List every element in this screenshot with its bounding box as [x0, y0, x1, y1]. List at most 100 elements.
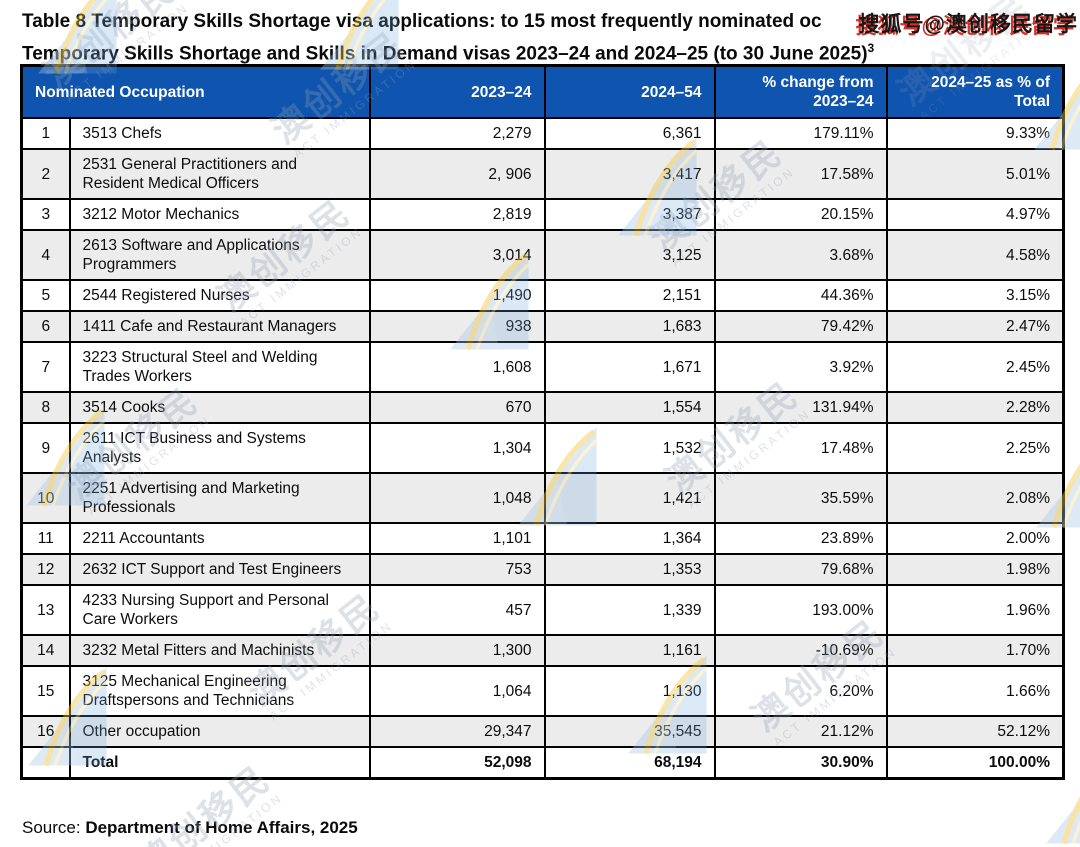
y2024-25-cell: 35,545 [543, 715, 716, 748]
rank-cell: 3 [20, 198, 71, 231]
rank-cell: 14 [20, 634, 71, 667]
occupation-cell: 3223 Structural Steel and Welding Trades… [68, 341, 371, 393]
y2024-25-cell: 3,387 [543, 198, 716, 231]
rank-cell: 13 [20, 584, 71, 636]
occupation-cell: 2544 Registered Nurses [68, 279, 371, 312]
pct-change-cell: 23.89% [713, 522, 888, 555]
table-row: 6 1411 Cafe and Restaurant Managers 938 … [20, 310, 1065, 343]
pct-of-total-cell: 2.08% [885, 472, 1065, 524]
rank-cell [20, 746, 71, 780]
table-row: 8 3514 Cooks 670 1,554 131.94% 2.28% [20, 391, 1065, 424]
occupation-cell: 4233 Nursing Support and Personal Care W… [68, 584, 371, 636]
y2024-25-cell: 1,683 [543, 310, 716, 343]
occupation-cell: Other occupation [68, 715, 371, 748]
y2023-24-cell: 1,300 [368, 634, 546, 667]
y2023-24-cell: 670 [368, 391, 546, 424]
pct-change-cell: 193.00% [713, 584, 888, 636]
pct-change-cell: 79.68% [713, 553, 888, 586]
rank-cell: 11 [20, 522, 71, 555]
rank-cell: 2 [20, 148, 71, 200]
pct-of-total-cell: 2.25% [885, 422, 1065, 474]
pct-change-cell: 131.94% [713, 391, 888, 424]
rank-cell: 7 [20, 341, 71, 393]
pct-of-total-cell: 3.15% [885, 279, 1065, 312]
source-line: Source: Department of Home Affairs, 2025 [22, 818, 358, 838]
rank-cell: 9 [20, 422, 71, 474]
occupation-cell: 2251 Advertising and Marketing Professio… [68, 472, 371, 524]
y2023-24-cell: 753 [368, 553, 546, 586]
table-row: 2 2531 General Practitioners and Residen… [20, 148, 1065, 200]
pct-change-cell: 21.12% [713, 715, 888, 748]
occupation-cell: 1411 Cafe and Restaurant Managers [68, 310, 371, 343]
table-title: Table 8 Temporary Skills Shortage visa a… [22, 9, 874, 67]
rank-cell: 10 [20, 472, 71, 524]
y2024-25-cell: 1,532 [543, 422, 716, 474]
pct-of-total-cell: 9.33% [885, 117, 1065, 150]
pct-of-total-cell: 4.58% [885, 229, 1065, 281]
y2023-24-cell: 1,048 [368, 472, 546, 524]
y2023-24-cell: 938 [368, 310, 546, 343]
y2023-24-cell: 29,347 [368, 715, 546, 748]
occupation-cell: 3513 Chefs [68, 117, 371, 150]
table-row: 9 2611 ICT Business and Systems Analysts… [20, 422, 1065, 474]
header-2024-54: 2024–54 [543, 64, 716, 119]
occupation-cell: 2632 ICT Support and Test Engineers [68, 553, 371, 586]
rank-cell: 4 [20, 229, 71, 281]
rank-cell: 12 [20, 553, 71, 586]
y2023-24-cell: 2, 906 [368, 148, 546, 200]
y2023-24-cell: 52,098 [368, 746, 546, 780]
table-row: 15 3125 Mechanical Engineering Draftsper… [20, 665, 1065, 717]
table-header-row: Nominated Occupation 2023–24 2024–54 % c… [20, 64, 1065, 119]
pct-change-cell: 6.20% [713, 665, 888, 717]
pct-of-total-cell: 4.97% [885, 198, 1065, 231]
table-row: 13 4233 Nursing Support and Personal Car… [20, 584, 1065, 636]
table-row: 5 2544 Registered Nurses 1,490 2,151 44.… [20, 279, 1065, 312]
occupation-cell: Total [68, 746, 371, 780]
y2024-25-cell: 1,130 [543, 665, 716, 717]
table-row: 4 2613 Software and Applications Program… [20, 229, 1065, 281]
occupation-cell: 2211 Accountants [68, 522, 371, 555]
pct-change-cell: 30.90% [713, 746, 888, 780]
y2023-24-cell: 3,014 [368, 229, 546, 281]
pct-of-total-cell: 2.47% [885, 310, 1065, 343]
y2023-24-cell: 1,608 [368, 341, 546, 393]
rank-cell: 6 [20, 310, 71, 343]
y2024-25-cell: 1,353 [543, 553, 716, 586]
table-row: 1 3513 Chefs 2,279 6,361 179.11% 9.33% [20, 117, 1065, 150]
pct-of-total-cell: 1.96% [885, 584, 1065, 636]
pct-change-cell: 179.11% [713, 117, 888, 150]
occupation-cell: 3514 Cooks [68, 391, 371, 424]
table-row: 11 2211 Accountants 1,101 1,364 23.89% 2… [20, 522, 1065, 555]
table-row: 12 2632 ICT Support and Test Engineers 7… [20, 553, 1065, 586]
occupation-cell: 3212 Motor Mechanics [68, 198, 371, 231]
y2024-25-cell: 6,361 [543, 117, 716, 150]
table-row: 7 3223 Structural Steel and Welding Trad… [20, 341, 1065, 393]
header-pct-of-total: 2024–25 as % of Total [885, 64, 1065, 119]
y2023-24-cell: 1,064 [368, 665, 546, 717]
pct-of-total-cell: 1.70% [885, 634, 1065, 667]
pct-of-total-cell: 52.12% [885, 715, 1065, 748]
sohu-watermark-badge: 搜狐号@澳创移民留学 [858, 13, 1078, 36]
occupation-cell: 3125 Mechanical Engineering Draftsperson… [68, 665, 371, 717]
pct-of-total-cell: 1.98% [885, 553, 1065, 586]
table-row: 3 3212 Motor Mechanics 2,819 3,387 20.15… [20, 198, 1065, 231]
occupation-cell: 3232 Metal Fitters and Machinists [68, 634, 371, 667]
pct-change-cell: 3.68% [713, 229, 888, 281]
header-2023-24: 2023–24 [368, 64, 546, 119]
y2024-25-cell: 1,339 [543, 584, 716, 636]
pct-change-cell: 17.48% [713, 422, 888, 474]
table-row: Total 52,098 68,194 30.90% 100.00% [20, 746, 1065, 780]
y2024-25-cell: 2,151 [543, 279, 716, 312]
y2024-25-cell: 1,161 [543, 634, 716, 667]
y2024-25-cell: 3,125 [543, 229, 716, 281]
y2023-24-cell: 1,101 [368, 522, 546, 555]
y2023-24-cell: 2,819 [368, 198, 546, 231]
y2023-24-cell: 457 [368, 584, 546, 636]
pct-change-cell: 79.42% [713, 310, 888, 343]
pct-change-cell: 35.59% [713, 472, 888, 524]
pct-of-total-cell: 5.01% [885, 148, 1065, 200]
table-title-line1: Table 8 Temporary Skills Shortage visa a… [22, 11, 822, 32]
y2024-25-cell: 1,671 [543, 341, 716, 393]
pct-change-cell: 44.36% [713, 279, 888, 312]
